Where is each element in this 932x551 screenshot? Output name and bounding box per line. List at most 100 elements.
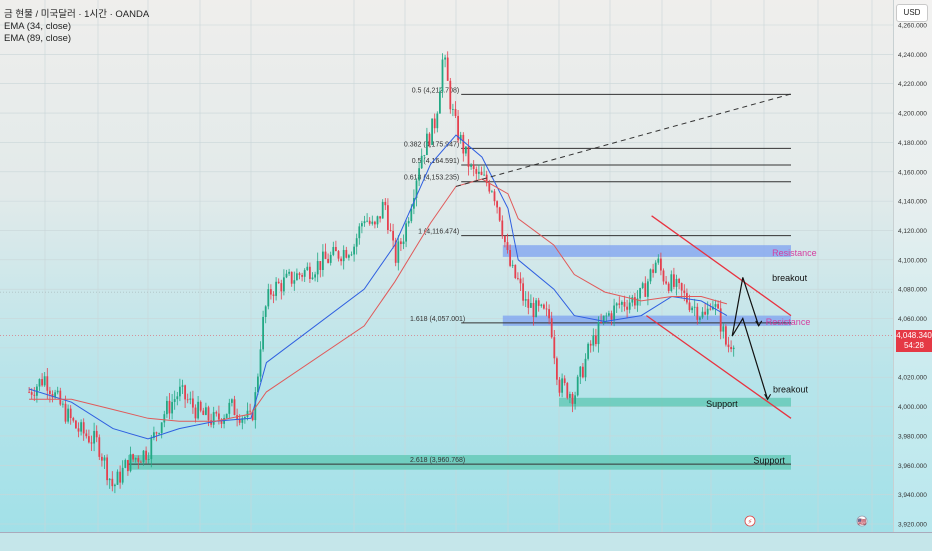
fib-label: 2.618 (3,960.768) [410, 457, 465, 464]
candle-body [82, 422, 85, 434]
candle-body [644, 283, 647, 297]
candle-body [608, 313, 610, 316]
candle-body [119, 471, 121, 483]
candle-body [436, 113, 439, 129]
candle-body [397, 241, 400, 263]
candle-body [631, 297, 634, 303]
candle-body [363, 221, 366, 224]
support-lower-label: Support [753, 456, 785, 466]
candle-body [212, 412, 215, 425]
currency-button[interactable]: USD [896, 4, 928, 22]
candle-body [225, 413, 228, 418]
candle-body [90, 442, 93, 444]
candle-body [205, 407, 207, 415]
candle-body [618, 303, 621, 305]
candle-body [301, 275, 303, 277]
event-marker-flag [856, 515, 868, 527]
ema34-label[interactable]: EMA (34, close) [4, 21, 72, 32]
candle-body [641, 283, 644, 289]
candle-body [522, 283, 524, 301]
price-tick-label: 4,220.000 [898, 81, 927, 88]
candle-body [589, 343, 592, 346]
candle-body [59, 390, 62, 405]
event-marker-bolt [744, 515, 756, 527]
candle-body [140, 461, 142, 463]
candle-body [441, 59, 444, 92]
candle-body [361, 223, 363, 227]
candle-body [241, 418, 244, 423]
price-zones [128, 245, 791, 470]
candle-body [501, 220, 504, 236]
candle-body [587, 343, 589, 359]
candle-body [293, 280, 296, 284]
breakout-upper-label: breakout [772, 273, 808, 283]
candle-body [153, 432, 155, 438]
candle-body [303, 270, 306, 277]
candle-body [597, 321, 600, 345]
candle-body [722, 326, 725, 332]
projection-arrowhead [764, 393, 772, 401]
candle-body [532, 303, 535, 318]
price-tick-label: 4,060.000 [898, 316, 927, 323]
candle-body [566, 382, 569, 398]
resistance-zone [502, 245, 791, 257]
symbol-title[interactable]: 금 현물 / 미국달러 · 1시간 · OANDA [4, 9, 150, 20]
candle-body [667, 283, 670, 291]
candle-body [56, 390, 59, 393]
price-tick-label: 4,160.000 [898, 169, 927, 176]
candle-body [626, 306, 628, 310]
fibonacci-levels: 0.5 (4,212.708)0.382 (4,175.947)0.5 (4,1… [128, 87, 791, 465]
bolt-icon: ⚡ [748, 518, 753, 526]
candle-body [392, 230, 394, 241]
candle-body [88, 436, 90, 443]
candle-body [402, 241, 405, 245]
support-upper-label: Support [706, 399, 738, 409]
candle-body [28, 391, 30, 393]
candle-body [38, 379, 41, 387]
candle-body [176, 396, 179, 400]
candle-body [127, 460, 129, 472]
candle-body [249, 410, 251, 412]
candle-body [545, 308, 548, 310]
candle-body [238, 418, 241, 423]
candle-body [275, 281, 277, 296]
ema-lines [28, 134, 728, 440]
candle-body [394, 240, 397, 263]
candle-body [228, 402, 231, 414]
candle-body [46, 376, 49, 391]
candle-body [327, 258, 329, 263]
candle-body [147, 459, 150, 460]
candle-body [686, 293, 688, 303]
candle-body [368, 220, 371, 224]
candle-body [509, 250, 511, 266]
candle-body [732, 347, 735, 350]
candle-body [189, 398, 192, 400]
candle-body [290, 271, 293, 284]
candle-body [259, 349, 262, 377]
candle-body [41, 379, 43, 386]
candle-body [634, 297, 636, 306]
time-axis[interactable] [0, 532, 932, 551]
ema89-label[interactable]: EMA (89, close) [4, 33, 72, 44]
candle-body [137, 458, 140, 462]
candle-body [233, 399, 236, 416]
candle-body [158, 433, 160, 434]
candle-body [454, 109, 457, 116]
candle-body [472, 165, 475, 170]
candle-body [407, 221, 410, 224]
candle-body [654, 262, 657, 273]
candle-body [342, 249, 345, 262]
candle-body [72, 418, 75, 421]
candle-body [488, 183, 491, 192]
candle-body [132, 454, 134, 460]
candle-body [103, 457, 106, 461]
fib-label: 0.618 (4,153.235) [404, 175, 459, 182]
candle-body [519, 278, 522, 284]
ema89-line [29, 178, 728, 422]
price-tick-label: 4,200.000 [898, 111, 927, 118]
candle-body [628, 302, 631, 310]
candle-body [277, 281, 280, 284]
candle-body [725, 326, 727, 345]
last-price-value: 4,048.340 [896, 331, 932, 340]
